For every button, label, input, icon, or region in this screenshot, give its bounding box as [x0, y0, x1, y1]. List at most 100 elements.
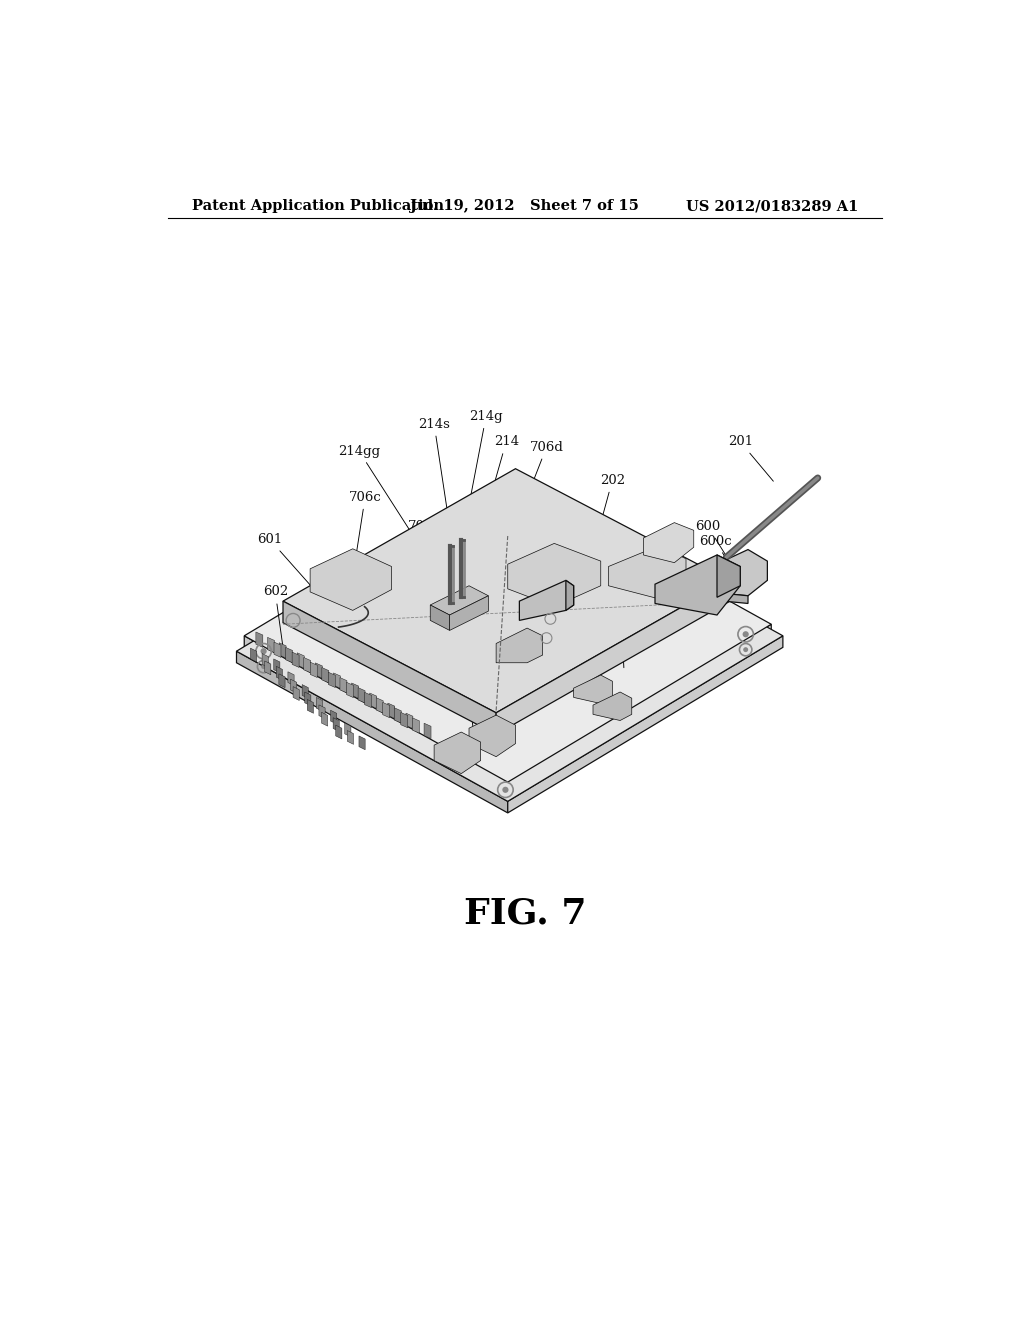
Polygon shape — [430, 586, 488, 615]
Text: 706c: 706c — [349, 491, 382, 574]
Polygon shape — [297, 653, 304, 668]
Polygon shape — [400, 713, 408, 727]
Text: 213: 213 — [451, 635, 476, 756]
Text: Jul. 19, 2012   Sheet 7 of 15: Jul. 19, 2012 Sheet 7 of 15 — [411, 199, 639, 213]
Polygon shape — [424, 723, 431, 739]
Polygon shape — [566, 581, 573, 610]
Text: Patent Application Publication: Patent Application Publication — [191, 199, 443, 213]
Polygon shape — [508, 624, 771, 796]
Circle shape — [261, 664, 266, 669]
Text: US 2012/0183289 A1: US 2012/0183289 A1 — [686, 199, 858, 213]
Polygon shape — [315, 663, 323, 678]
Polygon shape — [307, 700, 313, 713]
Circle shape — [743, 647, 749, 652]
Polygon shape — [333, 718, 339, 731]
Polygon shape — [331, 710, 337, 725]
Polygon shape — [305, 692, 311, 706]
Text: FIG. 7: FIG. 7 — [464, 896, 586, 931]
Text: 201: 201 — [728, 436, 773, 482]
Polygon shape — [413, 718, 420, 733]
Polygon shape — [245, 636, 508, 796]
Text: 602: 602 — [482, 591, 507, 689]
Polygon shape — [496, 581, 729, 734]
Polygon shape — [508, 636, 783, 813]
Polygon shape — [347, 730, 353, 744]
Polygon shape — [643, 523, 693, 562]
Polygon shape — [237, 486, 783, 801]
Text: 705: 705 — [409, 520, 433, 593]
Polygon shape — [351, 682, 358, 698]
Polygon shape — [264, 661, 271, 675]
Polygon shape — [359, 737, 366, 750]
Text: 214s: 214s — [418, 417, 452, 539]
Polygon shape — [700, 591, 748, 603]
Polygon shape — [336, 725, 342, 739]
Polygon shape — [286, 647, 293, 663]
Polygon shape — [318, 705, 325, 718]
Polygon shape — [283, 469, 729, 713]
Polygon shape — [292, 652, 299, 668]
Polygon shape — [279, 673, 285, 688]
Polygon shape — [450, 595, 488, 631]
Polygon shape — [573, 675, 612, 704]
Polygon shape — [383, 702, 390, 718]
Polygon shape — [608, 545, 686, 599]
Polygon shape — [700, 549, 767, 595]
Polygon shape — [496, 628, 543, 663]
Text: 706a: 706a — [638, 583, 672, 616]
Polygon shape — [280, 643, 286, 659]
Polygon shape — [430, 605, 450, 631]
Polygon shape — [593, 692, 632, 721]
Polygon shape — [508, 544, 601, 607]
Polygon shape — [304, 657, 310, 673]
Polygon shape — [365, 692, 372, 708]
Polygon shape — [519, 581, 573, 620]
Polygon shape — [291, 680, 297, 693]
Polygon shape — [329, 672, 335, 688]
Polygon shape — [273, 659, 280, 673]
Polygon shape — [358, 688, 365, 704]
Polygon shape — [469, 715, 515, 756]
Text: 600: 600 — [695, 520, 726, 554]
Polygon shape — [388, 704, 395, 718]
Polygon shape — [340, 677, 347, 693]
Polygon shape — [245, 478, 771, 781]
Polygon shape — [293, 686, 299, 701]
Polygon shape — [302, 685, 308, 698]
Polygon shape — [274, 642, 281, 657]
Text: 603: 603 — [607, 589, 633, 668]
Polygon shape — [316, 697, 323, 711]
Polygon shape — [310, 549, 391, 610]
Polygon shape — [322, 668, 329, 682]
Polygon shape — [717, 554, 740, 597]
Text: 706b: 706b — [460, 520, 494, 593]
Text: 202: 202 — [594, 474, 625, 548]
Polygon shape — [267, 638, 274, 653]
Text: 704: 704 — [457, 612, 485, 727]
Polygon shape — [394, 708, 401, 723]
Polygon shape — [655, 554, 740, 615]
Polygon shape — [237, 651, 508, 813]
Text: 214: 214 — [474, 436, 519, 556]
Circle shape — [503, 787, 509, 793]
Polygon shape — [283, 601, 496, 734]
Polygon shape — [370, 693, 377, 709]
Polygon shape — [376, 698, 383, 713]
Polygon shape — [345, 723, 351, 737]
Text: 601: 601 — [257, 533, 314, 590]
Polygon shape — [406, 713, 413, 729]
Circle shape — [742, 631, 749, 638]
Polygon shape — [251, 648, 257, 663]
Polygon shape — [288, 672, 294, 685]
Polygon shape — [334, 673, 340, 688]
Text: 214g: 214g — [463, 409, 503, 535]
Text: 600c: 600c — [699, 535, 735, 573]
Text: 706d: 706d — [501, 441, 563, 564]
Text: 602: 602 — [262, 585, 288, 644]
Text: 214gg: 214gg — [338, 445, 440, 578]
Polygon shape — [276, 667, 283, 680]
Circle shape — [260, 648, 266, 655]
Polygon shape — [322, 713, 328, 726]
Polygon shape — [262, 653, 268, 668]
Polygon shape — [256, 632, 263, 647]
